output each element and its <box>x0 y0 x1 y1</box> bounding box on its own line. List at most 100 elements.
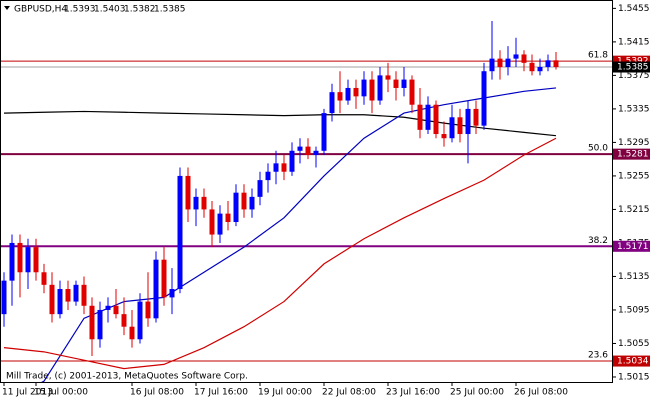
level-label: 23.6 <box>588 351 608 361</box>
y-tick-label: 1.5335 <box>618 104 650 114</box>
candle-body <box>497 58 503 68</box>
level-label: 38.2 <box>588 236 608 246</box>
candle-body <box>297 146 303 151</box>
candle-body <box>505 58 511 68</box>
header-low: 1.5382 <box>124 5 156 15</box>
candle-body <box>217 213 223 235</box>
level-price-label: 1.5034 <box>617 357 649 367</box>
level-label: 61.8 <box>588 51 608 61</box>
candle-body <box>537 67 543 72</box>
candle-body <box>321 113 327 151</box>
candle-body <box>489 58 495 72</box>
candle-body <box>25 247 31 273</box>
y-tick-label: 1.5295 <box>618 138 650 148</box>
header-close: 1.5385 <box>154 5 186 15</box>
candle-body <box>329 92 335 114</box>
level-label: 50.0 <box>588 144 608 154</box>
y-tick-label: 1.5135 <box>618 272 650 282</box>
candle-body <box>265 171 271 181</box>
x-tick-label: 22 Jul 08:00 <box>322 388 376 398</box>
candle-body <box>289 150 295 172</box>
header-high: 1.5403 <box>94 5 126 15</box>
candle-body <box>425 104 431 130</box>
current-price-label: 1.5385 <box>617 63 649 73</box>
y-tick-label: 1.5255 <box>618 171 650 181</box>
candle-body <box>81 284 87 306</box>
candle-body <box>113 305 119 315</box>
candle-body <box>209 209 215 235</box>
copyright: Mill Trade, (c) 2001-2013, MetaQuotes So… <box>6 372 248 382</box>
candle-body <box>129 326 135 340</box>
candle-body <box>449 117 455 139</box>
candle-body <box>465 108 471 135</box>
candle-body <box>353 87 359 97</box>
moving-average <box>3 110 557 137</box>
candle-body <box>241 192 247 210</box>
y-tick-label: 1.5055 <box>618 339 650 349</box>
x-tick-label: 23 Jul 16:00 <box>386 388 440 398</box>
candle-body <box>177 175 183 290</box>
candle-body <box>73 284 79 302</box>
candle-body <box>161 259 167 298</box>
candle-body <box>473 108 479 126</box>
candle-body <box>393 79 399 88</box>
candle-body <box>225 213 231 222</box>
moving-average <box>3 137 557 370</box>
y-tick-label: 1.5215 <box>618 205 650 215</box>
candle-body <box>201 196 207 210</box>
candle-body <box>361 79 367 97</box>
candle-body <box>137 301 143 340</box>
candle-body <box>41 272 47 285</box>
candle-body <box>193 196 199 210</box>
candle-body <box>33 247 39 273</box>
candle-body <box>9 242 15 281</box>
candle-body <box>281 163 287 172</box>
x-tick-label: 17 Jul 16:00 <box>194 388 248 398</box>
candle-body <box>57 289 63 315</box>
candle-body <box>369 79 375 101</box>
x-tick-label: 11 Jul 2013 <box>2 388 53 398</box>
y-tick-label: 1.5455 <box>618 4 650 14</box>
candle-body <box>249 196 255 210</box>
candle-body <box>457 117 463 135</box>
current-price-box <box>613 61 650 73</box>
candle-body <box>305 146 311 155</box>
candle-body <box>337 92 343 101</box>
candle-body <box>481 71 487 126</box>
candle-body <box>185 175 191 210</box>
candle-body <box>49 284 55 315</box>
candle-body <box>121 314 127 327</box>
menu-arrow <box>4 6 10 10</box>
y-tick-label: 1.5415 <box>618 37 650 47</box>
y-tick-label: 1.5095 <box>618 305 650 315</box>
symbol: GBPUSD,H4 <box>14 5 67 15</box>
candle-body <box>65 289 71 302</box>
candle-body <box>377 75 383 101</box>
level-price-box <box>613 55 650 67</box>
candle-body <box>513 54 519 59</box>
y-tick-label: 1.5375 <box>618 71 650 81</box>
candle-body <box>169 289 175 298</box>
level-price-label: 1.5171 <box>617 242 649 252</box>
header-open: 1.5393 <box>64 5 96 15</box>
candle-body <box>345 87 351 101</box>
candle-body <box>153 259 159 319</box>
x-tick-label: 19 Jul 00:00 <box>258 388 312 398</box>
plot-area <box>1 20 612 382</box>
candle-body <box>401 79 407 88</box>
plot-border <box>0 0 613 383</box>
candle-body <box>409 79 415 105</box>
candle-body <box>385 75 391 80</box>
candle-body <box>17 242 23 273</box>
candle-body <box>273 163 279 172</box>
candle-body <box>521 54 527 63</box>
candle-body <box>145 301 151 319</box>
candle-body <box>529 62 535 72</box>
candle-body <box>89 305 95 340</box>
candle-body <box>313 150 319 155</box>
candle-body <box>545 60 551 68</box>
candle-body <box>441 134 447 139</box>
candle-body <box>417 104 423 130</box>
